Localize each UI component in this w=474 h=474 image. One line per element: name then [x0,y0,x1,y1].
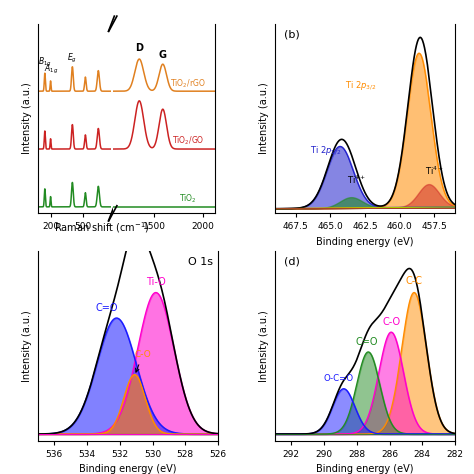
Text: G: G [159,50,167,60]
Text: C-C: C-C [406,276,423,286]
Text: Ti$^{4+}$: Ti$^{4+}$ [347,173,366,186]
X-axis label: Binding energy (eV): Binding energy (eV) [316,237,414,247]
Y-axis label: Intensity (a.u.): Intensity (a.u.) [259,310,269,382]
X-axis label: Binding energy (eV): Binding energy (eV) [316,465,414,474]
X-axis label: Binding energy (eV): Binding energy (eV) [79,465,177,474]
Y-axis label: Intensity (a.u.): Intensity (a.u.) [22,310,32,382]
Text: $B_{1g}$: $B_{1g}$ [38,55,52,69]
Text: Ti $2p_{3/2}$: Ti $2p_{3/2}$ [345,80,376,92]
Text: C-O: C-O [134,350,151,372]
Text: C=O: C=O [95,302,118,313]
Text: D: D [135,43,143,54]
Text: (d): (d) [284,257,300,267]
Text: C=O: C=O [356,337,378,346]
Text: $E_g$: $E_g$ [67,52,77,65]
Y-axis label: Intensity (a.u.): Intensity (a.u.) [259,82,269,155]
Text: (b): (b) [284,29,300,39]
Text: Ti$^{4+}$: Ti$^{4+}$ [425,164,443,177]
Text: $A_{1g}$: $A_{1g}$ [44,64,58,76]
Text: TiO$_2$/rGO: TiO$_2$/rGO [171,77,206,90]
Text: O-C=O: O-C=O [324,374,354,383]
Text: Ti-O: Ti-O [146,277,166,287]
Text: Raman shift (cm$^{-1}$): Raman shift (cm$^{-1}$) [54,220,150,235]
Y-axis label: Intensity (a.u.): Intensity (a.u.) [22,82,32,155]
Text: TiO$_2$/GO: TiO$_2$/GO [172,135,204,147]
Text: Ti $2p_{1/2}$: Ti $2p_{1/2}$ [310,145,342,157]
Text: O 1s: O 1s [188,257,213,267]
Text: TiO$_2$: TiO$_2$ [179,193,197,205]
Text: C-O: C-O [382,317,400,327]
